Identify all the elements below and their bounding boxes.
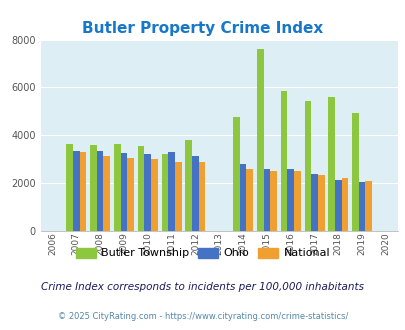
Bar [304,101,310,231]
Bar [90,145,96,231]
Bar [96,151,103,231]
Bar [263,169,270,231]
Text: Crime Index corresponds to incidents per 100,000 inhabitants: Crime Index corresponds to incidents per… [41,282,364,292]
Bar [198,162,205,231]
Bar [127,158,134,231]
Bar [256,49,263,231]
Bar [144,154,151,231]
Bar [103,156,110,231]
Bar [175,162,181,231]
Bar [358,182,364,231]
Bar [161,154,168,231]
Bar [120,153,127,231]
Bar [168,152,175,231]
Text: © 2025 CityRating.com - https://www.cityrating.com/crime-statistics/: © 2025 CityRating.com - https://www.city… [58,312,347,321]
Bar [239,164,246,231]
Bar [114,144,120,231]
Legend: Butler Township, Ohio, National: Butler Township, Ohio, National [71,243,334,263]
Bar [185,140,192,231]
Bar [73,151,79,231]
Bar [317,175,324,231]
Bar [293,171,300,231]
Bar [79,152,86,231]
Bar [334,180,341,231]
Bar [351,113,358,231]
Bar [280,91,287,231]
Bar [232,117,239,231]
Bar [246,169,252,231]
Bar [66,144,73,231]
Bar [287,169,293,231]
Text: Butler Property Crime Index: Butler Property Crime Index [82,21,323,36]
Bar [151,159,158,231]
Bar [341,178,347,231]
Bar [137,146,144,231]
Bar [310,174,317,231]
Bar [364,181,371,231]
Bar [270,171,276,231]
Bar [328,97,334,231]
Bar [192,156,198,231]
